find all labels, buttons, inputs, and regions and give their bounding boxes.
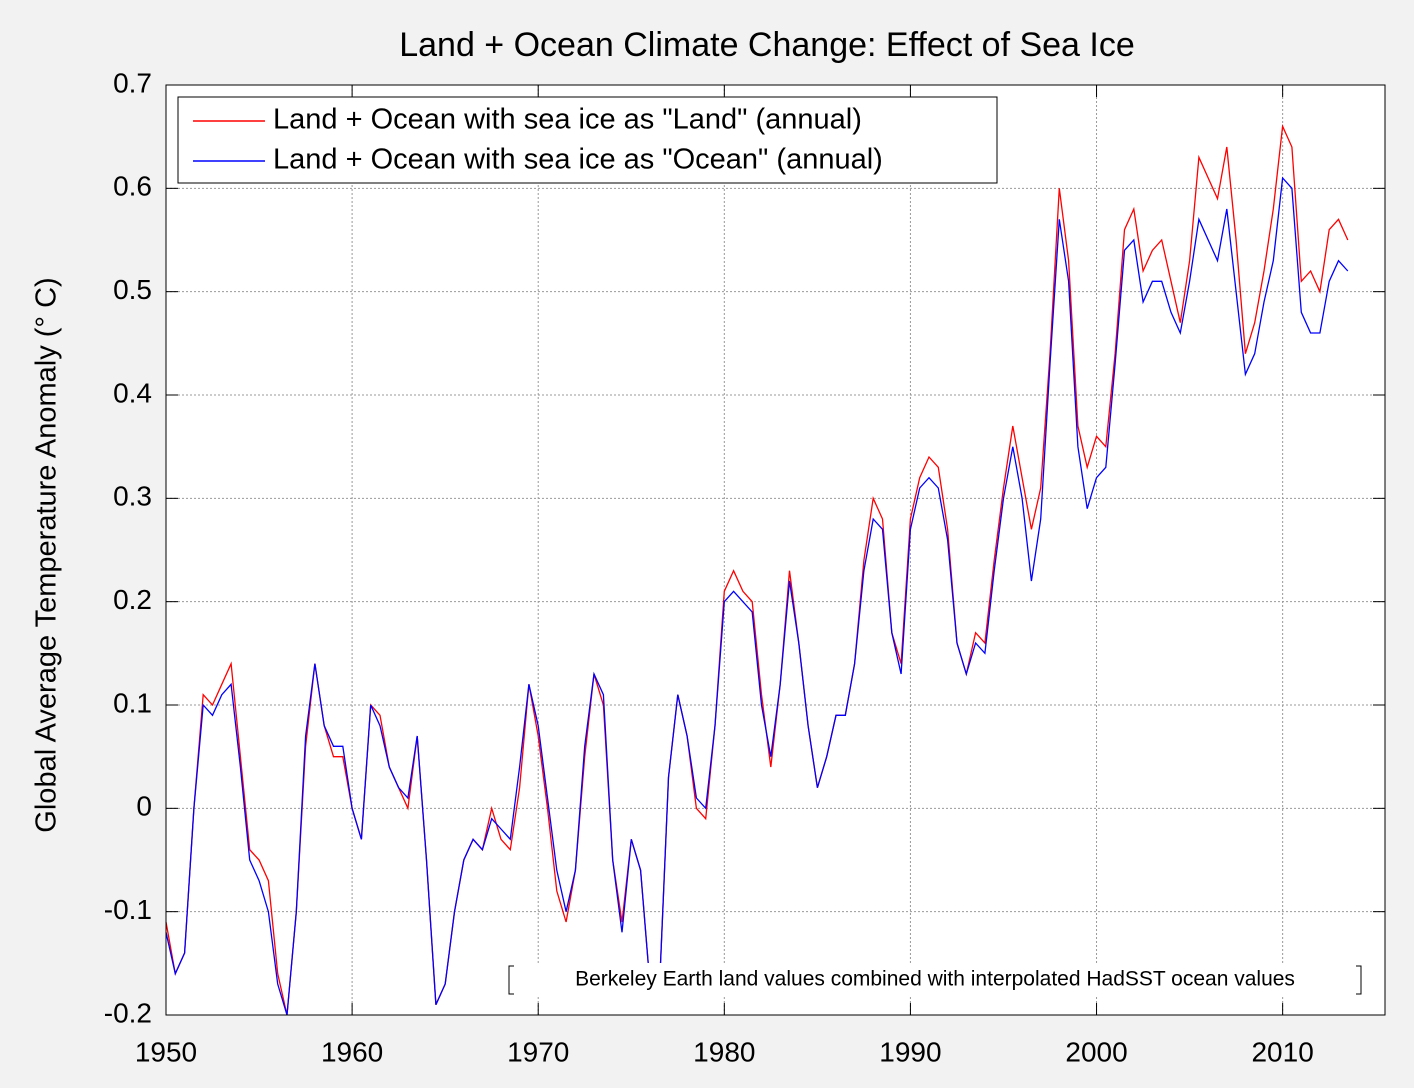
y-tick-label: 0 — [136, 791, 152, 822]
y-tick-label: 0.1 — [113, 687, 152, 718]
y-tick-label: -0.1 — [104, 894, 152, 925]
y-tick-label: 0.7 — [113, 67, 152, 98]
x-tick-label: 1960 — [321, 1036, 383, 1067]
y-tick-label: 0.5 — [113, 274, 152, 305]
y-axis-label: Global Average Temperature Anomaly (° C) — [31, 277, 63, 832]
x-tick-label: 2010 — [1251, 1036, 1313, 1067]
y-tick-label: 0.3 — [113, 481, 152, 512]
x-tick-label: 1990 — [879, 1036, 941, 1067]
legend-label: Land + Ocean with sea ice as "Land" (ann… — [273, 104, 862, 136]
x-tick-label: 2000 — [1065, 1036, 1127, 1067]
legend: Land + Ocean with sea ice as "Land" (ann… — [177, 96, 998, 184]
y-tick-label: 0.2 — [113, 584, 152, 615]
y-tick-label: 0.4 — [113, 377, 152, 408]
annotation-box — [507, 963, 1363, 997]
x-tick-label: 1980 — [693, 1036, 755, 1067]
annotation-bracket — [508, 965, 1362, 995]
series-line — [165, 176, 1349, 1016]
x-tick-label: 1970 — [507, 1036, 569, 1067]
y-tick-label: -0.2 — [104, 997, 152, 1028]
legend-box — [177, 96, 998, 184]
y-tick-label: 0.6 — [113, 171, 152, 202]
annotation: Berkeley Earth land values combined with… — [575, 968, 1295, 991]
x-tick-label: 1950 — [135, 1036, 197, 1067]
plot-area — [166, 85, 1385, 1015]
legend-label: Land + Ocean with sea ice as "Ocean" (an… — [273, 144, 883, 176]
plot-frame — [165, 84, 1386, 1016]
chart-title: Land + Ocean Climate Change: Effect of S… — [399, 26, 1135, 64]
lines — [165, 123, 1349, 1016]
